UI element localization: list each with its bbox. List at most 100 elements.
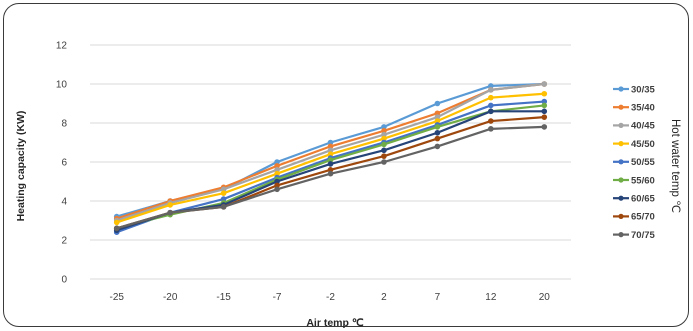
data-point [381,131,387,138]
data-point [541,98,548,105]
data-point [381,147,387,154]
x-axis-title: Air temp ℃ [306,317,364,329]
data-point [541,102,548,109]
x-tick-label: 20 [539,292,551,303]
data-point [541,124,548,130]
data-point [327,151,334,157]
legend-marker [618,141,624,147]
data-point [541,81,548,87]
legend-item: 55/60 [613,175,655,186]
data-point [274,186,280,193]
data-point [274,167,280,173]
data-point [381,159,387,165]
legend-item: 60/65 [613,194,655,205]
legend-marker [618,159,624,165]
legend-marker [618,177,624,183]
data-point [381,153,387,159]
legend-label: 40/45 [631,121,655,132]
data-point [381,124,387,130]
x-tick-label: -15 [216,292,231,303]
data-point [327,167,334,173]
legend-marker [618,122,624,128]
data-point [220,186,227,193]
data-point [113,225,120,232]
legend-label: 35/40 [631,103,655,114]
data-point [488,87,494,93]
data-point [488,126,494,132]
series-50-55 [113,98,548,235]
data-point [327,157,334,163]
data-point [167,209,173,216]
x-tick-label: 7 [435,292,441,303]
legend-marker [618,232,624,238]
data-point [488,118,494,124]
x-tick-label: 12 [485,292,497,303]
data-point [434,135,441,142]
legend: 30/35 35/40 40/45 45/50 50/55 55/60 60/65 65/70… [613,84,655,241]
data-point [274,170,280,177]
data-point [434,143,441,150]
data-point [434,129,441,136]
legend-label: 30/35 [631,84,655,95]
y-tick-label: 8 [61,119,67,130]
data-point [327,161,334,167]
data-point [167,202,173,208]
legend-item: 30/35 [613,84,655,95]
data-point [274,178,280,185]
data-point [220,204,227,210]
x-tick-label: -25 [109,292,124,303]
legend-marker [618,86,624,92]
x-axis-ticks: -25 -20 -15 -7 -2 2 7 12 20 [109,292,550,303]
data-point [488,108,494,115]
data-point [381,128,387,134]
x-tick-label: -2 [326,292,335,303]
legend-label: 60/65 [631,194,655,205]
legend-label: 70/75 [631,230,655,241]
data-point [327,170,334,177]
y-axis-title: Heating capacity (KW) [15,111,27,222]
data-point [274,159,280,165]
data-point [541,114,548,120]
y-axis-ticks: 0 2 4 6 8 10 12 [56,41,68,286]
legend-label: 45/50 [631,139,655,150]
data-point [434,110,441,117]
y-tick-label: 2 [61,236,67,247]
data-point [434,118,441,124]
data-point [434,114,441,120]
legend-item: 45/50 [613,139,655,150]
data-point [327,147,334,154]
y-tick-label: 4 [61,197,67,208]
legend-title: Hot water temp ℃ [669,119,681,213]
legend-item: 50/55 [613,157,655,168]
legend-item: 40/45 [613,121,655,132]
series-lines [113,81,548,235]
legend-marker [618,104,624,110]
legend-item: 65/70 [613,212,655,223]
data-point [488,102,494,109]
legend-label: 55/60 [631,175,655,186]
data-point [381,135,387,142]
y-tick-label: 10 [56,80,68,91]
data-point [488,83,494,89]
series-70-75 [113,124,548,232]
x-tick-label: -7 [273,292,282,303]
data-point [274,163,280,169]
legend-label: 65/70 [631,212,655,223]
data-point [327,139,334,146]
data-point [220,190,227,196]
data-point [541,108,548,115]
data-point [274,182,280,189]
series-45-50 [113,90,548,226]
data-point [113,219,120,226]
data-point [381,141,387,148]
y-tick-label: 12 [56,41,68,52]
data-point [434,124,441,130]
y-tick-label: 6 [61,158,67,169]
data-point [434,100,441,107]
x-tick-label: -20 [163,292,178,303]
legend-item: 70/75 [613,230,655,241]
y-tick-label: 0 [61,275,67,286]
data-point [488,94,494,101]
legend-item: 35/40 [613,103,655,114]
